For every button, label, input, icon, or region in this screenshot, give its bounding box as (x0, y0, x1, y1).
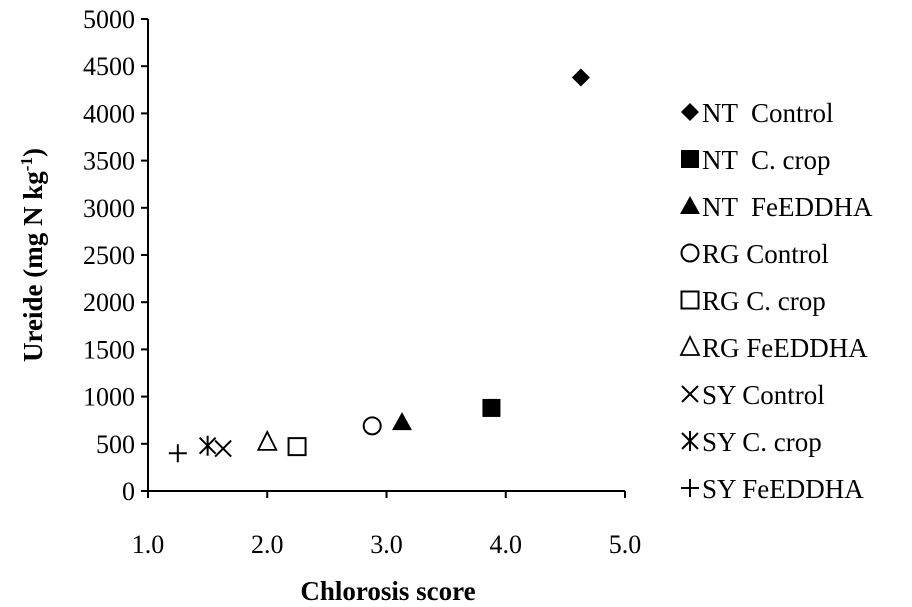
legend: NT Control NT C. crop NT FeEDDHA RG Control… (679, 98, 873, 504)
legend-label: NT FeEDDHA (702, 192, 873, 222)
data-point-filled-square (482, 398, 501, 417)
data-point-open-square (287, 437, 307, 457)
data-point-open-circle (362, 416, 382, 436)
y-tick-label: 500 (96, 430, 135, 459)
legend-item: NT FeEDDHA (680, 192, 873, 222)
chart-axes (147, 19, 625, 492)
y-axis-title: Ureide (mg N kg-1) (17, 148, 48, 362)
y-axis-ticks: 0 500 1000 1500 2000 2500 3000 3500 4000 4500 5000 (83, 5, 148, 506)
y-axis-title-superscript: -1 (17, 157, 36, 171)
x-tick-label: 2.0 (251, 530, 284, 559)
y-tick-label: 2000 (83, 288, 135, 317)
y-tick-label: 4000 (83, 99, 135, 128)
x-axis-title: Chlorosis score (300, 576, 475, 606)
y-tick-label: 1500 (83, 335, 135, 364)
legend-item: RG C. crop (680, 286, 826, 316)
y-tick-label: 3500 (83, 147, 135, 176)
legend-marker-plus (681, 479, 699, 497)
legend-label: RG Control (702, 239, 829, 269)
data-point-open-triangle (256, 429, 278, 451)
legend-marker-x-cross (681, 385, 699, 403)
legend-label: SY C. crop (702, 427, 822, 457)
legend-label: SY FeEDDHA (702, 474, 864, 504)
legend-label: SY Control (702, 380, 825, 410)
data-point-filled-triangle (392, 412, 413, 431)
y-tick-label: 4500 (83, 52, 135, 81)
x-tick-label: 3.0 (370, 530, 403, 559)
legend-item: RG FeEDDHA (679, 333, 868, 363)
legend-label: NT C. crop (702, 145, 831, 175)
legend-label: NT Control (702, 98, 834, 128)
y-tick-label: 0 (122, 477, 135, 506)
x-axis-ticks: 1.0 2.0 3.0 4.0 5.0 (132, 491, 642, 559)
legend-marker-filled-triangle (680, 196, 700, 214)
y-tick-label: 5000 (83, 5, 135, 34)
legend-marker-open-triangle (679, 334, 701, 356)
legend-marker-open-circle (680, 243, 700, 263)
legend-item: SY FeEDDHA (681, 474, 864, 504)
data-point-plus (168, 444, 187, 463)
legend-marker-open-square (680, 290, 700, 310)
legend-marker-asterisk (681, 431, 699, 451)
x-tick-label: 5.0 (609, 530, 642, 559)
data-points (168, 68, 590, 463)
x-tick-label: 1.0 (132, 530, 165, 559)
legend-item: SY C. crop (681, 427, 822, 457)
y-tick-label: 2500 (83, 241, 135, 270)
data-point-asterisk (198, 435, 217, 456)
legend-item: SY Control (681, 380, 825, 410)
legend-item: RG Control (680, 239, 829, 269)
data-point-x-cross (214, 439, 232, 458)
data-point-filled-diamond (571, 68, 590, 87)
y-tick-label: 3000 (83, 194, 135, 223)
legend-label: RG FeEDDHA (702, 333, 868, 363)
y-axis-title-close: ) (18, 148, 48, 157)
legend-item: NT Control (681, 98, 834, 128)
legend-marker-filled-square (681, 150, 699, 168)
legend-marker-filled-diamond (681, 103, 699, 121)
x-tick-label: 4.0 (490, 530, 523, 559)
legend-label: RG C. crop (702, 286, 826, 316)
y-axis-title-main: Ureide (mg N kg (18, 171, 48, 362)
y-tick-label: 1000 (83, 383, 135, 412)
legend-item: NT C. crop (681, 145, 831, 175)
